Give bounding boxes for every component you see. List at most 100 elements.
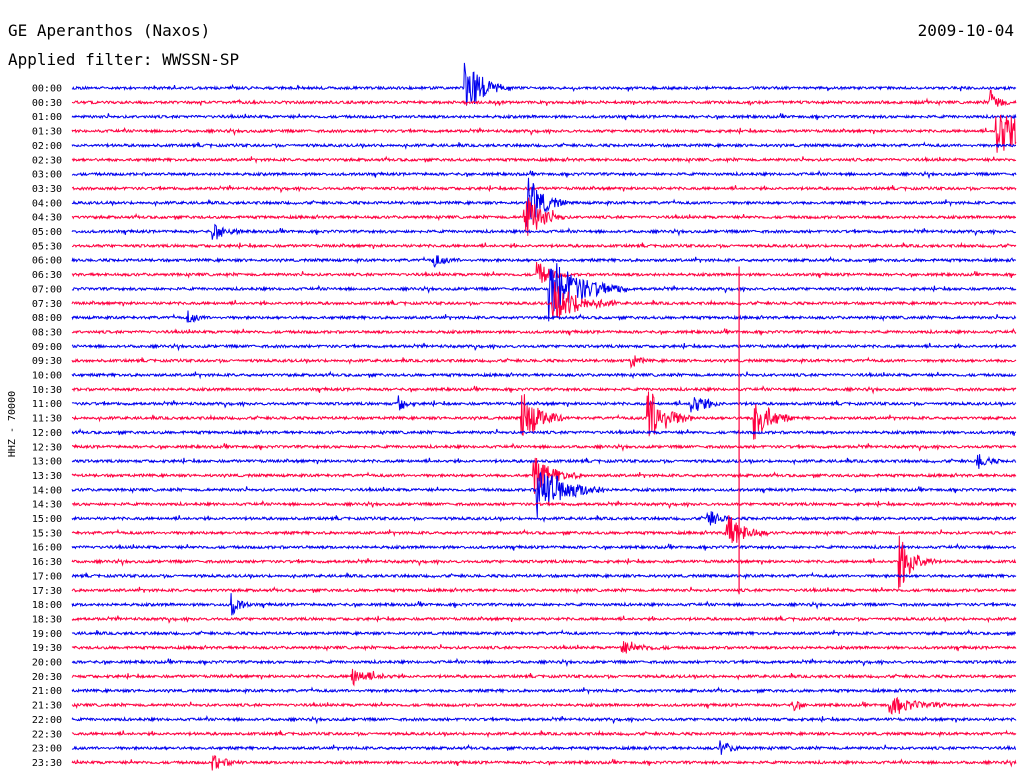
row-time-label: 18:30: [32, 614, 62, 625]
trace-line: [71, 542, 1017, 551]
row-time-label: 19:00: [32, 629, 62, 640]
row-time-label: 01:00: [32, 112, 62, 123]
trace-line: [71, 310, 1017, 323]
trace-line: [71, 197, 1017, 236]
row-time-label: 06:30: [32, 270, 62, 281]
trace-line: [71, 327, 1017, 336]
row-time-label: 14:00: [32, 485, 62, 496]
row-time-label: 08:30: [32, 327, 62, 338]
row-time-label: 06:00: [32, 256, 62, 267]
trace-line: [71, 261, 1017, 283]
trace-line: [71, 586, 1017, 595]
row-time-label: 21:00: [32, 686, 62, 697]
row-time-label: 02:00: [32, 141, 62, 152]
row-time-label: 16:00: [32, 543, 62, 554]
trace-line: [71, 657, 1017, 668]
trace-line: [71, 515, 1017, 544]
row-time-label: 19:30: [32, 643, 62, 654]
row-time-label: 09:30: [32, 356, 62, 367]
trace-line: [71, 385, 1017, 395]
channel-axis-label: HHZ - 70000: [7, 391, 18, 457]
row-time-label: 08:00: [32, 313, 62, 324]
row-time-label: 11:30: [32, 414, 62, 425]
row-time-label: 16:30: [32, 557, 62, 568]
trace-line: [71, 342, 1017, 352]
trace-line: [71, 428, 1017, 436]
row-time-label: 20:30: [32, 672, 62, 683]
row-time-label: 12:00: [32, 428, 62, 439]
row-time-label: 17:30: [32, 586, 62, 597]
row-time-label: 23:00: [32, 744, 62, 755]
row-time-label: 00:00: [32, 84, 62, 95]
trace-line: [71, 641, 1017, 654]
row-time-label: 04:00: [32, 198, 62, 209]
trace-line: [71, 223, 1017, 240]
row-time-label: 22:00: [32, 715, 62, 726]
row-time-label: 13:30: [32, 471, 62, 482]
trace-line: [71, 454, 1017, 469]
trace-line: [71, 155, 1017, 165]
trace-line: [71, 729, 1017, 739]
trace-line: [71, 740, 1016, 755]
trace-line: [72, 442, 1017, 452]
trace-line: [72, 391, 1017, 440]
trace-line: [71, 754, 1017, 771]
trace-line: [71, 395, 1017, 413]
row-time-label: 00:30: [32, 98, 62, 109]
trace-line: [71, 184, 1017, 194]
trace-line: [71, 62, 1017, 106]
row-time-label: 20:00: [32, 658, 62, 669]
row-time-label: 03:30: [32, 184, 62, 195]
trace-line: [71, 255, 1016, 268]
station-title: GE Aperanthos (Naxos): [8, 21, 210, 40]
trace-line: [71, 355, 1017, 370]
trace-line: [71, 89, 1017, 107]
row-time-label: 09:00: [32, 342, 62, 353]
row-time-label: 13:00: [32, 457, 62, 468]
trace-line: [71, 668, 1017, 687]
trace-line: [71, 615, 1017, 624]
trace-line: [71, 241, 1017, 251]
row-time-label: 01:30: [32, 127, 62, 138]
trace-line: [71, 281, 1017, 319]
trace-line: [71, 500, 1017, 510]
seismic-traces: [71, 62, 1017, 771]
filter-label: Applied filter: WWSSN-SP: [8, 50, 239, 69]
row-time-label: 18:00: [32, 600, 62, 611]
row-time-label: 15:00: [32, 514, 62, 525]
row-time-label: 14:30: [32, 500, 62, 511]
row-time-label: 05:00: [32, 227, 62, 238]
row-time-label: 03:00: [32, 170, 62, 181]
row-time-label: 10:30: [32, 385, 62, 396]
trace-line: [71, 141, 1017, 150]
trace-line: [71, 715, 1017, 725]
row-time-label: 21:30: [32, 701, 62, 712]
time-tick-labels: 00:00 00:30 01:00 01:30 02:00 02:30 03:00 03:30…: [32, 84, 62, 769]
trace-line: [71, 571, 1017, 580]
row-time-label: 07:00: [32, 284, 62, 295]
trace-line: [71, 263, 1017, 322]
row-time-label: 04:30: [32, 213, 62, 224]
trace-line: [71, 696, 1017, 715]
trace-line: [71, 686, 1017, 696]
trace-line: [71, 177, 1017, 227]
row-time-label: 15:30: [32, 528, 62, 539]
row-time-label: 05:30: [32, 241, 62, 252]
row-time-label: 10:00: [32, 371, 62, 382]
row-time-label: 17:00: [32, 571, 62, 582]
row-time-label: 22:30: [32, 729, 62, 740]
row-time-label: 23:30: [32, 758, 62, 769]
trace-line: [71, 114, 1017, 153]
trace-line: [71, 511, 1017, 526]
row-time-label: 12:30: [32, 442, 62, 453]
trace-line: [71, 471, 1017, 518]
trace-line: [71, 370, 1017, 380]
trace-line: [71, 535, 1017, 589]
date-label: 2009-10-04: [918, 21, 1014, 40]
trace-line: [71, 629, 1016, 637]
row-time-label: 07:30: [32, 299, 62, 310]
row-time-label: 02:30: [32, 155, 62, 166]
trace-line: [71, 593, 1016, 616]
trace-line: [71, 113, 1017, 121]
